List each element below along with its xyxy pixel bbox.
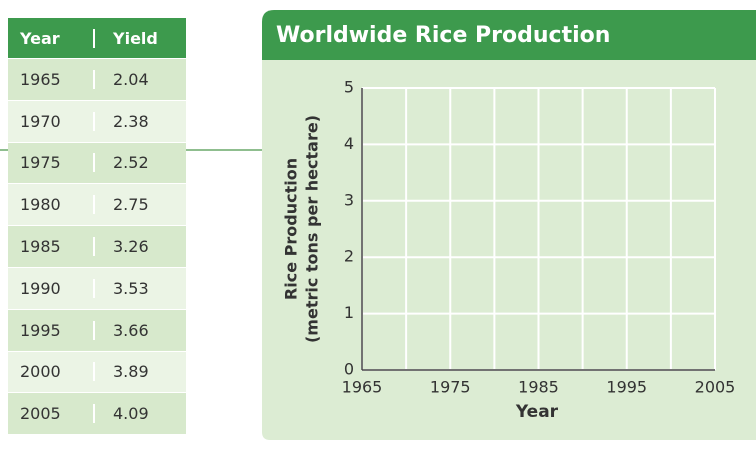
chart-panel	[262, 10, 756, 440]
table-row: 1985 3.26	[8, 226, 186, 268]
table-cell: 1995	[20, 320, 61, 340]
header-cell: Yield	[93, 28, 186, 48]
y-tick-label: 3	[344, 190, 354, 209]
x-tick-label: 2005	[695, 378, 736, 397]
table-cell: 1965	[20, 69, 61, 89]
chart-title: Worldwide Rice Production	[276, 23, 610, 48]
table-cell: 2.04	[93, 69, 186, 89]
table-row: 2000 3.89	[8, 351, 186, 394]
table-cell: 2.38	[93, 111, 186, 131]
y-tick-label: 1	[344, 303, 354, 322]
table-cell: 3.53	[93, 278, 186, 298]
y-tick-label: 2	[344, 247, 354, 266]
table-row: 1975 2.52	[8, 142, 186, 185]
table-cell: 2000	[20, 362, 61, 382]
x-tick-label: 1975	[430, 378, 471, 397]
table-cell: 1980	[20, 195, 61, 215]
table-row: 2005 4.09	[8, 393, 186, 436]
table-cell: 3.26	[93, 237, 186, 257]
table-cell: 3.66	[93, 320, 186, 340]
table-cell: 2005	[20, 404, 61, 424]
header-cell: Year	[20, 28, 60, 48]
data-table: Year Yield 1965 2.04 1970 2.38 1975 2.52 1980 2…	[8, 18, 186, 436]
table-header: Year Yield	[8, 18, 186, 59]
table-cell: 4.09	[93, 404, 186, 424]
x-axis-label: Year	[515, 402, 559, 422]
y-tick-label: 0	[344, 360, 354, 379]
table-row: 1965 2.04	[8, 59, 186, 101]
table-cell: 1990	[20, 278, 61, 298]
table-cell: 1970	[20, 111, 61, 131]
table-cell: 2.75	[93, 195, 186, 215]
y-axis-label: Rice Production	[282, 158, 301, 300]
table-cell: 1985	[20, 237, 61, 257]
x-tick-label: 1995	[606, 378, 647, 397]
y-axis-label: (metric tons per hectare)	[303, 115, 322, 343]
y-tick-label: 5	[344, 78, 354, 97]
y-tick-label: 4	[344, 134, 354, 153]
table-row: 1995 3.66	[8, 309, 186, 352]
table-row: 1980 2.75	[8, 184, 186, 227]
title-bar	[262, 10, 756, 60]
table-cell: 3.89	[93, 362, 186, 382]
table-row: 1970 2.38	[8, 100, 186, 143]
table-cell: 2.52	[93, 153, 186, 173]
table-row: 1990 3.53	[8, 267, 186, 310]
x-tick-label: 1965	[342, 378, 383, 397]
table-cell: 1975	[20, 153, 61, 173]
x-tick-label: 1985	[518, 378, 559, 397]
